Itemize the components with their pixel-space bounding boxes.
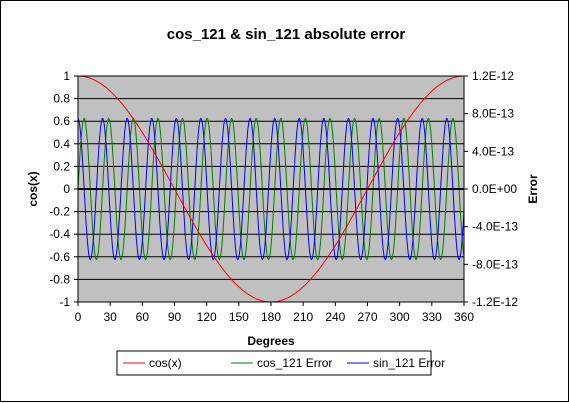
y-tick-label: 1 xyxy=(63,69,70,83)
y-tick-label: 0.2 xyxy=(53,159,70,173)
legend-box xyxy=(116,350,432,376)
y2-tick-label: 4.0E-13 xyxy=(472,144,514,158)
y-tick-label: -0.6 xyxy=(49,250,70,264)
legend: cos(x) cos_121 Error sin_121 Error xyxy=(116,350,445,376)
legend-label: cos(x) xyxy=(149,356,182,370)
y2-tick-label: -4.0E-13 xyxy=(472,220,518,234)
y-tick-label: -0.2 xyxy=(49,205,70,219)
y2-axis-label: Error xyxy=(526,174,540,204)
x-tick-label: 90 xyxy=(168,310,182,324)
y2-tick-label: 1.2E-12 xyxy=(472,69,514,83)
x-tick-label: 270 xyxy=(357,310,377,324)
x-tick-label: 360 xyxy=(454,310,474,324)
y-tick-label: -0.4 xyxy=(49,227,70,241)
chart-title: cos_121 & sin_121 absolute error xyxy=(167,26,406,43)
x-tick-label: 0 xyxy=(75,310,82,324)
y2-tick-label: 0.0E+00 xyxy=(472,182,517,196)
x-tick-label: 60 xyxy=(136,310,150,324)
legend-label: cos_121 Error xyxy=(257,356,332,370)
y-tick-label: 0.4 xyxy=(53,137,70,151)
y2-tick-label: 8.0E-13 xyxy=(472,107,514,121)
x-tick-label: 150 xyxy=(229,310,249,324)
y2-tick-label: -8.0E-13 xyxy=(472,257,518,271)
y-tick-label: 0.8 xyxy=(53,92,70,106)
x-tick-label: 30 xyxy=(103,310,117,324)
x-tick-label: 120 xyxy=(197,310,217,324)
series-line-sin-121-error xyxy=(77,117,465,261)
legend-label: sin_121 Error xyxy=(373,356,445,370)
y-tick-label: 0 xyxy=(63,182,70,196)
y-tick-label: -1 xyxy=(59,295,70,309)
x-tick-label: 180 xyxy=(261,310,281,324)
y2-tick-label: -1.2E-12 xyxy=(472,295,518,309)
y-tick-label: -0.8 xyxy=(49,272,70,286)
x-axis-label: Degrees xyxy=(247,334,295,348)
x-tick-label: 240 xyxy=(325,310,345,324)
x-tick-label: 210 xyxy=(293,310,313,324)
plot-area: 0 30 60 90 120 150 180 210 240 270 300 330 360 1 0.8 0.… xyxy=(49,69,518,324)
y-axis-label: cos(x) xyxy=(26,171,40,206)
y-tick-label: 0.6 xyxy=(53,114,70,128)
x-tick-label: 330 xyxy=(422,310,442,324)
x-tick-label: 300 xyxy=(390,310,410,324)
